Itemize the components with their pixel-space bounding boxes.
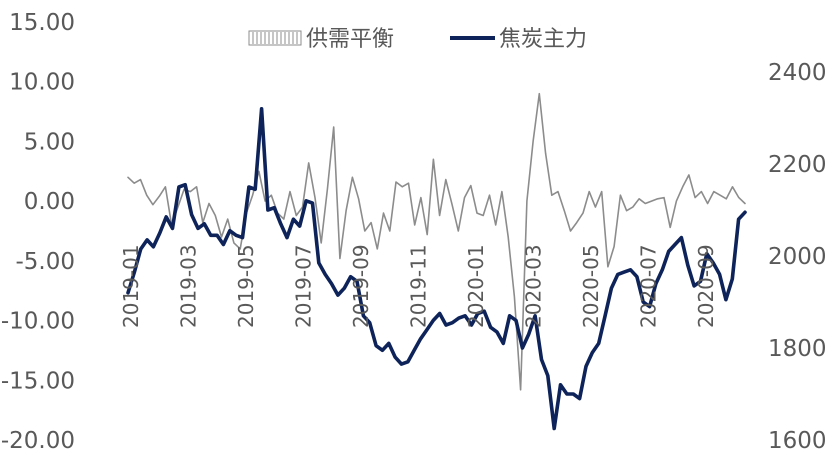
x-axis-ticks: 2019-01 2019-03 2019-05 2019-07 2019-09 2019-… [119, 244, 718, 328]
left-axis-ticks: 15.00 10.00 5.00 0.00 -5.00 -10.00 -15.00 -20.0… [1, 10, 75, 450]
right-tick-label: 2200 [768, 152, 827, 178]
x-tick-label: 2019-09 [349, 244, 373, 328]
legend-label-supply-demand: 供需平衡 [306, 27, 394, 52]
x-tick-label: 2020-03 [522, 244, 546, 328]
x-tick-label: 2020-07 [637, 244, 661, 328]
x-tick-label: 2019-01 [119, 244, 143, 328]
right-tick-label: 2000 [768, 244, 827, 270]
x-tick-label: 2019-03 [177, 244, 201, 328]
right-tick-label: 2400 [768, 60, 827, 86]
legend: 供需平衡 焦炭主力 [249, 27, 587, 52]
right-tick-label: 1600 [768, 428, 827, 450]
x-tick-label: 2019-07 [292, 244, 316, 328]
x-tick-label: 2020-09 [694, 244, 718, 328]
left-tick-label: 10.00 [9, 70, 75, 96]
x-tick-label: 2019-11 [407, 244, 431, 328]
left-tick-label: -10.00 [1, 309, 75, 335]
x-tick-label: 2020-05 [579, 244, 603, 328]
left-tick-label: -5.00 [15, 249, 75, 275]
left-tick-label: -15.00 [1, 368, 75, 394]
left-tick-label: 5.00 [24, 129, 75, 155]
right-axis-ticks: 2400 2200 2000 1800 1600 [768, 60, 827, 450]
legend-label-coke-main: 焦炭主力 [499, 27, 587, 52]
left-tick-label: -20.00 [1, 428, 75, 450]
left-tick-label: 0.00 [24, 189, 75, 215]
legend-item-coke-main: 焦炭主力 [450, 27, 587, 52]
x-tick-label: 2019-05 [234, 244, 258, 328]
legend-item-supply-demand: 供需平衡 [249, 27, 394, 52]
right-tick-label: 1800 [768, 336, 827, 362]
left-tick-label: 15.00 [9, 10, 75, 36]
x-tick-label: 2020-01 [464, 244, 488, 328]
